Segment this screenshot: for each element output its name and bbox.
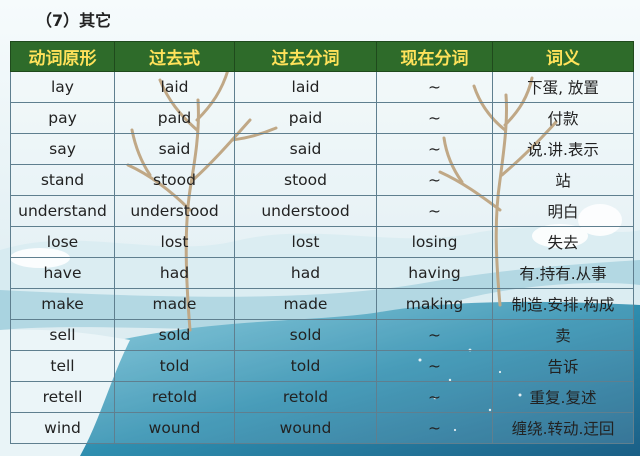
header-past-participle: 过去分词 [234, 41, 377, 72]
present-participle-cell: ~ [376, 381, 493, 413]
past-participle-cell: said [234, 133, 377, 165]
past-participle-cell: told [234, 350, 377, 382]
table-row: have had had having 有.持有.从事 [10, 257, 634, 289]
meaning-cell: 下蛋, 放置 [492, 71, 634, 103]
past-participle-cell: made [234, 288, 377, 320]
meaning-cell: 缠绕.转动.迂回 [492, 412, 634, 444]
meaning-cell: 付款 [492, 102, 634, 134]
base-form-cell: lose [10, 226, 115, 258]
meaning-cell: 告诉 [492, 350, 634, 382]
base-form-cell: tell [10, 350, 115, 382]
header-base-form: 动词原形 [10, 41, 115, 72]
base-form-cell: make [10, 288, 115, 320]
past-tense-cell: retold [114, 381, 235, 413]
past-tense-cell: laid [114, 71, 235, 103]
past-tense-cell: had [114, 257, 235, 289]
present-participle-cell: ~ [376, 412, 493, 444]
present-participle-cell: ~ [376, 133, 493, 165]
meaning-cell: 卖 [492, 319, 634, 351]
meaning-cell: 失去 [492, 226, 634, 258]
table-row: make made made making 制造.安排.构成 [10, 288, 634, 320]
base-form-cell: lay [10, 71, 115, 103]
present-participle-cell: ~ [376, 350, 493, 382]
present-participle-cell: ~ [376, 319, 493, 351]
table-row: tell told told ~ 告诉 [10, 350, 634, 382]
past-tense-cell: paid [114, 102, 235, 134]
base-form-cell: retell [10, 381, 115, 413]
past-tense-cell: made [114, 288, 235, 320]
table-row: retell retold retold ~ 重复.复述 [10, 381, 634, 413]
base-form-cell: stand [10, 164, 115, 196]
table-row: sell sold sold ~ 卖 [10, 319, 634, 351]
table-row: lose lost lost losing 失去 [10, 226, 634, 258]
table-row: pay paid paid ~ 付款 [10, 102, 634, 134]
past-tense-cell: wound [114, 412, 235, 444]
base-form-cell: understand [10, 195, 115, 227]
past-participle-cell: had [234, 257, 377, 289]
header-meaning: 词义 [492, 41, 634, 72]
base-form-cell: say [10, 133, 115, 165]
meaning-cell: 站 [492, 164, 634, 196]
present-participle-cell: ~ [376, 164, 493, 196]
past-tense-cell: sold [114, 319, 235, 351]
present-participle-cell: making [376, 288, 493, 320]
base-form-cell: sell [10, 319, 115, 351]
meaning-cell: 明白 [492, 195, 634, 227]
past-tense-cell: understood [114, 195, 235, 227]
base-form-cell: have [10, 257, 115, 289]
past-tense-cell: said [114, 133, 235, 165]
meaning-cell: 说.讲.表示 [492, 133, 634, 165]
meaning-cell: 有.持有.从事 [492, 257, 634, 289]
past-participle-cell: paid [234, 102, 377, 134]
past-participle-cell: lost [234, 226, 377, 258]
verb-forms-table: 动词原形 过去式 过去分词 现在分词 词义 lay laid laid ~ 下蛋, 放置… [10, 41, 634, 444]
past-participle-cell: retold [234, 381, 377, 413]
past-tense-cell: lost [114, 226, 235, 258]
table-row: wind wound wound ~ 缠绕.转动.迂回 [10, 412, 634, 444]
past-participle-cell: stood [234, 164, 377, 196]
present-participle-cell: ~ [376, 195, 493, 227]
section-title: （7）其它 [36, 11, 112, 30]
table-row: lay laid laid ~ 下蛋, 放置 [10, 71, 634, 103]
past-participle-cell: laid [234, 71, 377, 103]
table-row: say said said ~ 说.讲.表示 [10, 133, 634, 165]
past-participle-cell: sold [234, 319, 377, 351]
past-tense-cell: told [114, 350, 235, 382]
present-participle-cell: losing [376, 226, 493, 258]
past-participle-cell: wound [234, 412, 377, 444]
past-participle-cell: understood [234, 195, 377, 227]
table-row: understand understood understood ~ 明白 [10, 195, 634, 227]
base-form-cell: wind [10, 412, 115, 444]
meaning-cell: 重复.复述 [492, 381, 634, 413]
meaning-cell: 制造.安排.构成 [492, 288, 634, 320]
header-past-tense: 过去式 [114, 41, 235, 72]
present-participle-cell: ~ [376, 102, 493, 134]
present-participle-cell: ~ [376, 71, 493, 103]
present-participle-cell: having [376, 257, 493, 289]
base-form-cell: pay [10, 102, 115, 134]
header-present-participle: 现在分词 [376, 41, 493, 72]
table-header-row: 动词原形 过去式 过去分词 现在分词 词义 [10, 41, 634, 72]
past-tense-cell: stood [114, 164, 235, 196]
table-row: stand stood stood ~ 站 [10, 164, 634, 196]
